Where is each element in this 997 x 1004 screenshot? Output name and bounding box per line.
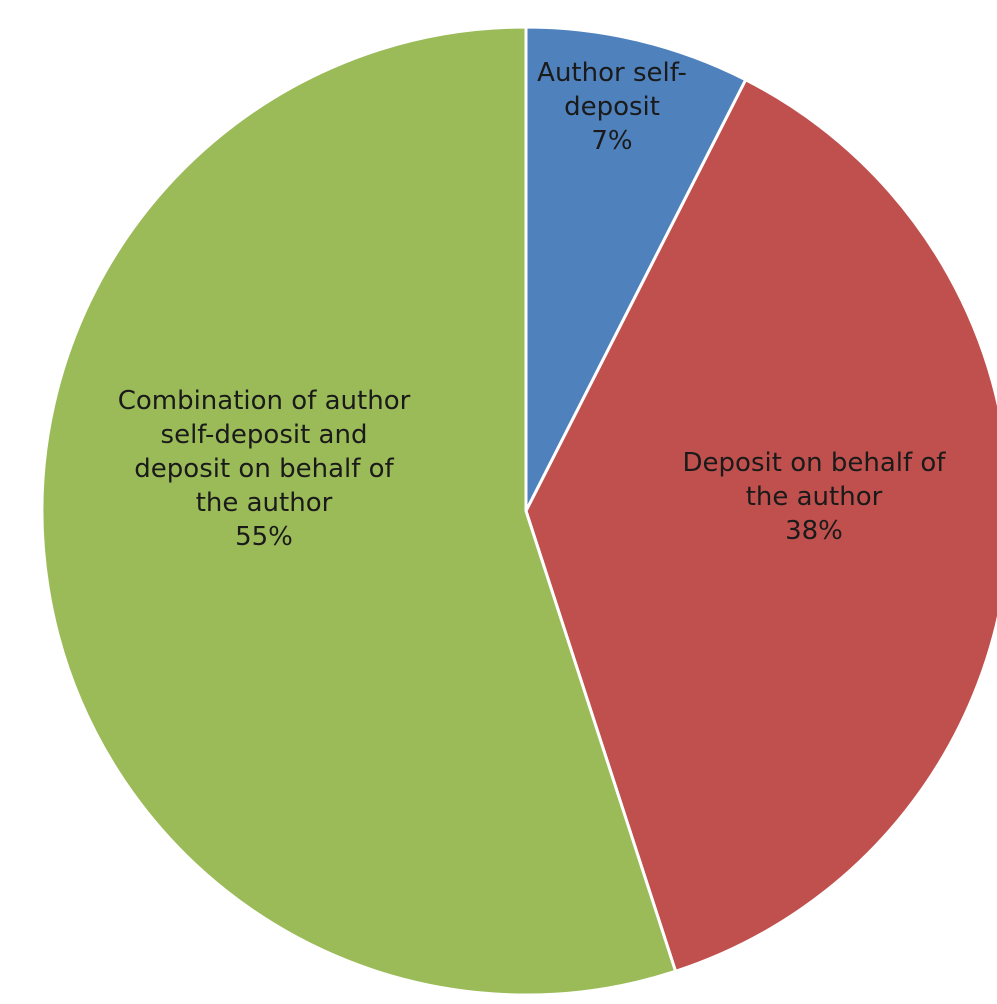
slice-label-line-2-2: deposit on behalf of — [134, 454, 394, 484]
slice-label-line-0-0: Author self- — [537, 58, 687, 88]
slice-label-line-1-1: the author — [746, 482, 883, 512]
slice-label-line-2-0: Combination of author — [118, 386, 411, 416]
slice-label-line-0-1: deposit — [564, 92, 660, 122]
slice-label-2: Combination of author self-deposit and dep… — [118, 386, 411, 552]
slice-label-1: Deposit on behalf of the author 38% — [683, 448, 947, 546]
slice-label-0: Author self-deposit 7% — [537, 58, 687, 156]
pie-slices — [40, 25, 997, 997]
pie-slice-0 — [524, 25, 748, 513]
slice-label-line-1-0: Deposit on behalf of — [683, 448, 947, 478]
pie-slice-2 — [40, 25, 678, 997]
slice-label-line-2-3: the author — [196, 488, 333, 518]
pie-labels: Author self-deposit 7% Deposit on behalf o… — [118, 58, 947, 552]
slice-percent-label-2: 55% — [235, 522, 293, 552]
pie-slice-1 — [524, 78, 997, 973]
slice-percent-label-0: 7% — [591, 126, 632, 156]
slice-label-line-2-1: self-deposit and — [161, 420, 368, 450]
slice-percent-label-1: 38% — [785, 516, 843, 546]
